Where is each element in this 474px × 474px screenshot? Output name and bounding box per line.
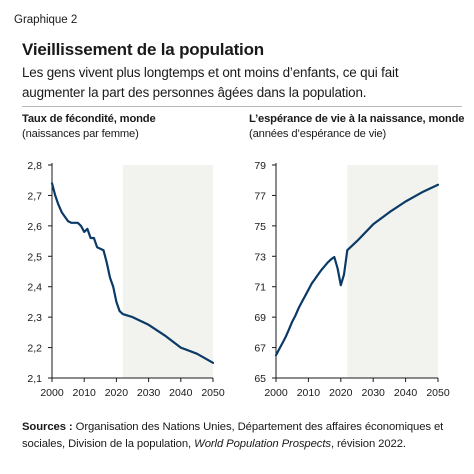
life-expectancy-y-tick-label: 73 <box>254 251 266 263</box>
life-expectancy-x-tick-label: 2030 <box>362 387 386 399</box>
fertility-y-tick-label: 2,7 <box>27 190 42 202</box>
life-expectancy-projection-shade <box>347 165 438 378</box>
figure-number: Graphique 2 <box>14 14 78 26</box>
fertility-x-tick-label: 2030 <box>137 387 161 399</box>
fertility-x-tick-label: 2010 <box>73 387 97 399</box>
left-panel-title: Taux de fécondité, monde <box>22 113 156 125</box>
fertility-series-line <box>50 182 215 364</box>
life-expectancy-y-tick-label: 65 <box>254 373 266 385</box>
fertility-y-tick-label: 2,8 <box>27 160 42 172</box>
figure-title: Vieillissement de la population <box>22 40 264 59</box>
fertility-x-tick-label: 2040 <box>169 387 193 399</box>
sources-label: Sources : <box>22 421 73 433</box>
fertility-y-tick-label: 2,4 <box>27 282 42 294</box>
life-expectancy-y-tick-label: 69 <box>254 312 266 324</box>
fertility-x-tick-label: 2050 <box>201 387 225 399</box>
right-panel-subtitle: (années d’espérance de vie) <box>249 128 387 140</box>
life-expectancy-x-tick-label: 2020 <box>329 387 353 399</box>
fertility-y-tick-label: 2,3 <box>27 312 42 324</box>
sources-text-1: Organisation des Nations Unies, Départem… <box>22 421 444 450</box>
left-panel-subtitle: (naissances par femme) <box>22 128 139 140</box>
life-expectancy-series-line <box>274 183 440 357</box>
life-expectancy-y-tick-label: 67 <box>254 343 266 355</box>
life-expectancy-x-tick-label: 2040 <box>394 387 418 399</box>
fertility-x-tick-label: 2000 <box>40 387 64 399</box>
figure-subtitle: Les gens vivent plus longtemps et ont mo… <box>22 65 399 100</box>
fertility-y-tick-label: 2,1 <box>27 373 42 385</box>
fertility-y-tick-label: 2,2 <box>27 343 42 355</box>
sources-text-2: , révision 2022. <box>330 438 406 450</box>
life-expectancy-y-tick-label: 75 <box>254 221 266 233</box>
header-divider <box>22 106 462 107</box>
life-expectancy-y-tick-label: 77 <box>254 190 266 202</box>
fertility-y-tick-label: 2,6 <box>27 221 42 233</box>
life-expectancy-x-tick-label: 2000 <box>264 387 288 399</box>
life-expectancy-y-tick-label: 79 <box>254 160 266 172</box>
right-panel-title: L’espérance de vie à la naissance, monde <box>249 113 465 125</box>
sources-publication: World Population Prospects <box>194 438 331 450</box>
life-expectancy-x-tick-label: 2010 <box>297 387 321 399</box>
fertility-projection-shade <box>122 165 213 378</box>
life-expectancy-x-tick-label: 2050 <box>426 387 450 399</box>
fertility-x-tick-label: 2020 <box>105 387 129 399</box>
sources-note: Sources : Organisation des Nations Unies… <box>22 419 462 453</box>
fertility-y-tick-label: 2,5 <box>27 251 42 263</box>
life-expectancy-y-tick-label: 71 <box>254 282 266 294</box>
